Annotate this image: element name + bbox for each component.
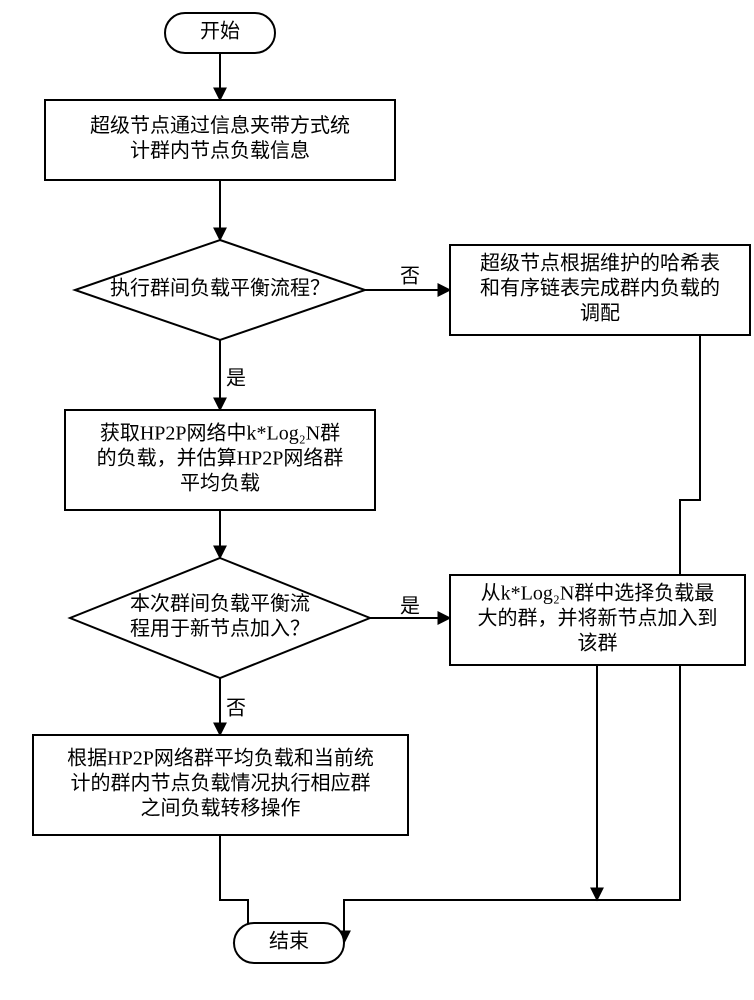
node-proc1: 超级节点通过信息夹带方式统计群内节点负载信息	[45, 100, 395, 180]
svg-text:结束: 结束	[269, 930, 309, 953]
svg-text:计的群内节点负载情况执行相应群: 计的群内节点负载情况执行相应群	[71, 772, 371, 795]
svg-text:超级节点根据维护的哈希表: 超级节点根据维护的哈希表	[480, 252, 720, 275]
svg-text:程用于新节点加入？: 程用于新节点加入？	[130, 617, 310, 640]
label-dec2_yes: 是	[400, 596, 420, 618]
svg-text:执行群间负载平衡流程？: 执行群间负载平衡流程？	[110, 277, 330, 300]
node-proc3: 获取HP2P网络中k*Log₂N群的负载，并估算HP2P网络群平均负载	[65, 410, 375, 510]
node-proc2: 超级节点根据维护的哈希表和有序链表完成群内负载的调配	[450, 245, 750, 335]
svg-text:计群内节点负载信息: 计群内节点负载信息	[130, 139, 310, 162]
node-end: 结束	[234, 923, 344, 963]
svg-text:根据HP2P网络群平均负载和当前统: 根据HP2P网络群平均负载和当前统	[67, 747, 374, 770]
svg-text:调配: 调配	[580, 302, 620, 325]
svg-text:超级节点通过信息夹带方式统: 超级节点通过信息夹带方式统	[90, 114, 350, 137]
label-dec2_no: 否	[226, 698, 246, 720]
svg-text:平均负载: 平均负载	[180, 472, 260, 495]
label-dec1_yes: 是	[226, 368, 246, 390]
svg-text:开始: 开始	[200, 20, 240, 43]
svg-text:的负载，并估算HP2P网络群: 的负载，并估算HP2P网络群	[97, 447, 344, 470]
node-proc4: 从k*Log₂N群中选择负载最大的群，并将新节点加入到该群	[450, 575, 745, 665]
svg-text:和有序链表完成群内负载的: 和有序链表完成群内负载的	[480, 277, 720, 300]
svg-text:大的群，并将新节点加入到: 大的群，并将新节点加入到	[478, 607, 718, 630]
node-start: 开始	[165, 13, 275, 53]
label-dec1_no: 否	[400, 266, 420, 288]
svg-text:获取HP2P网络中k*Log₂N群: 获取HP2P网络中k*Log₂N群	[100, 422, 340, 445]
svg-text:从k*Log₂N群中选择负载最: 从k*Log₂N群中选择负载最	[481, 582, 715, 605]
svg-text:之间负载转移操作: 之间负载转移操作	[141, 797, 301, 820]
node-proc5: 根据HP2P网络群平均负载和当前统计的群内节点负载情况执行相应群之间负载转移操作	[33, 735, 408, 835]
svg-text:该群: 该群	[578, 632, 618, 655]
svg-text:本次群间负载平衡流: 本次群间负载平衡流	[130, 592, 310, 615]
